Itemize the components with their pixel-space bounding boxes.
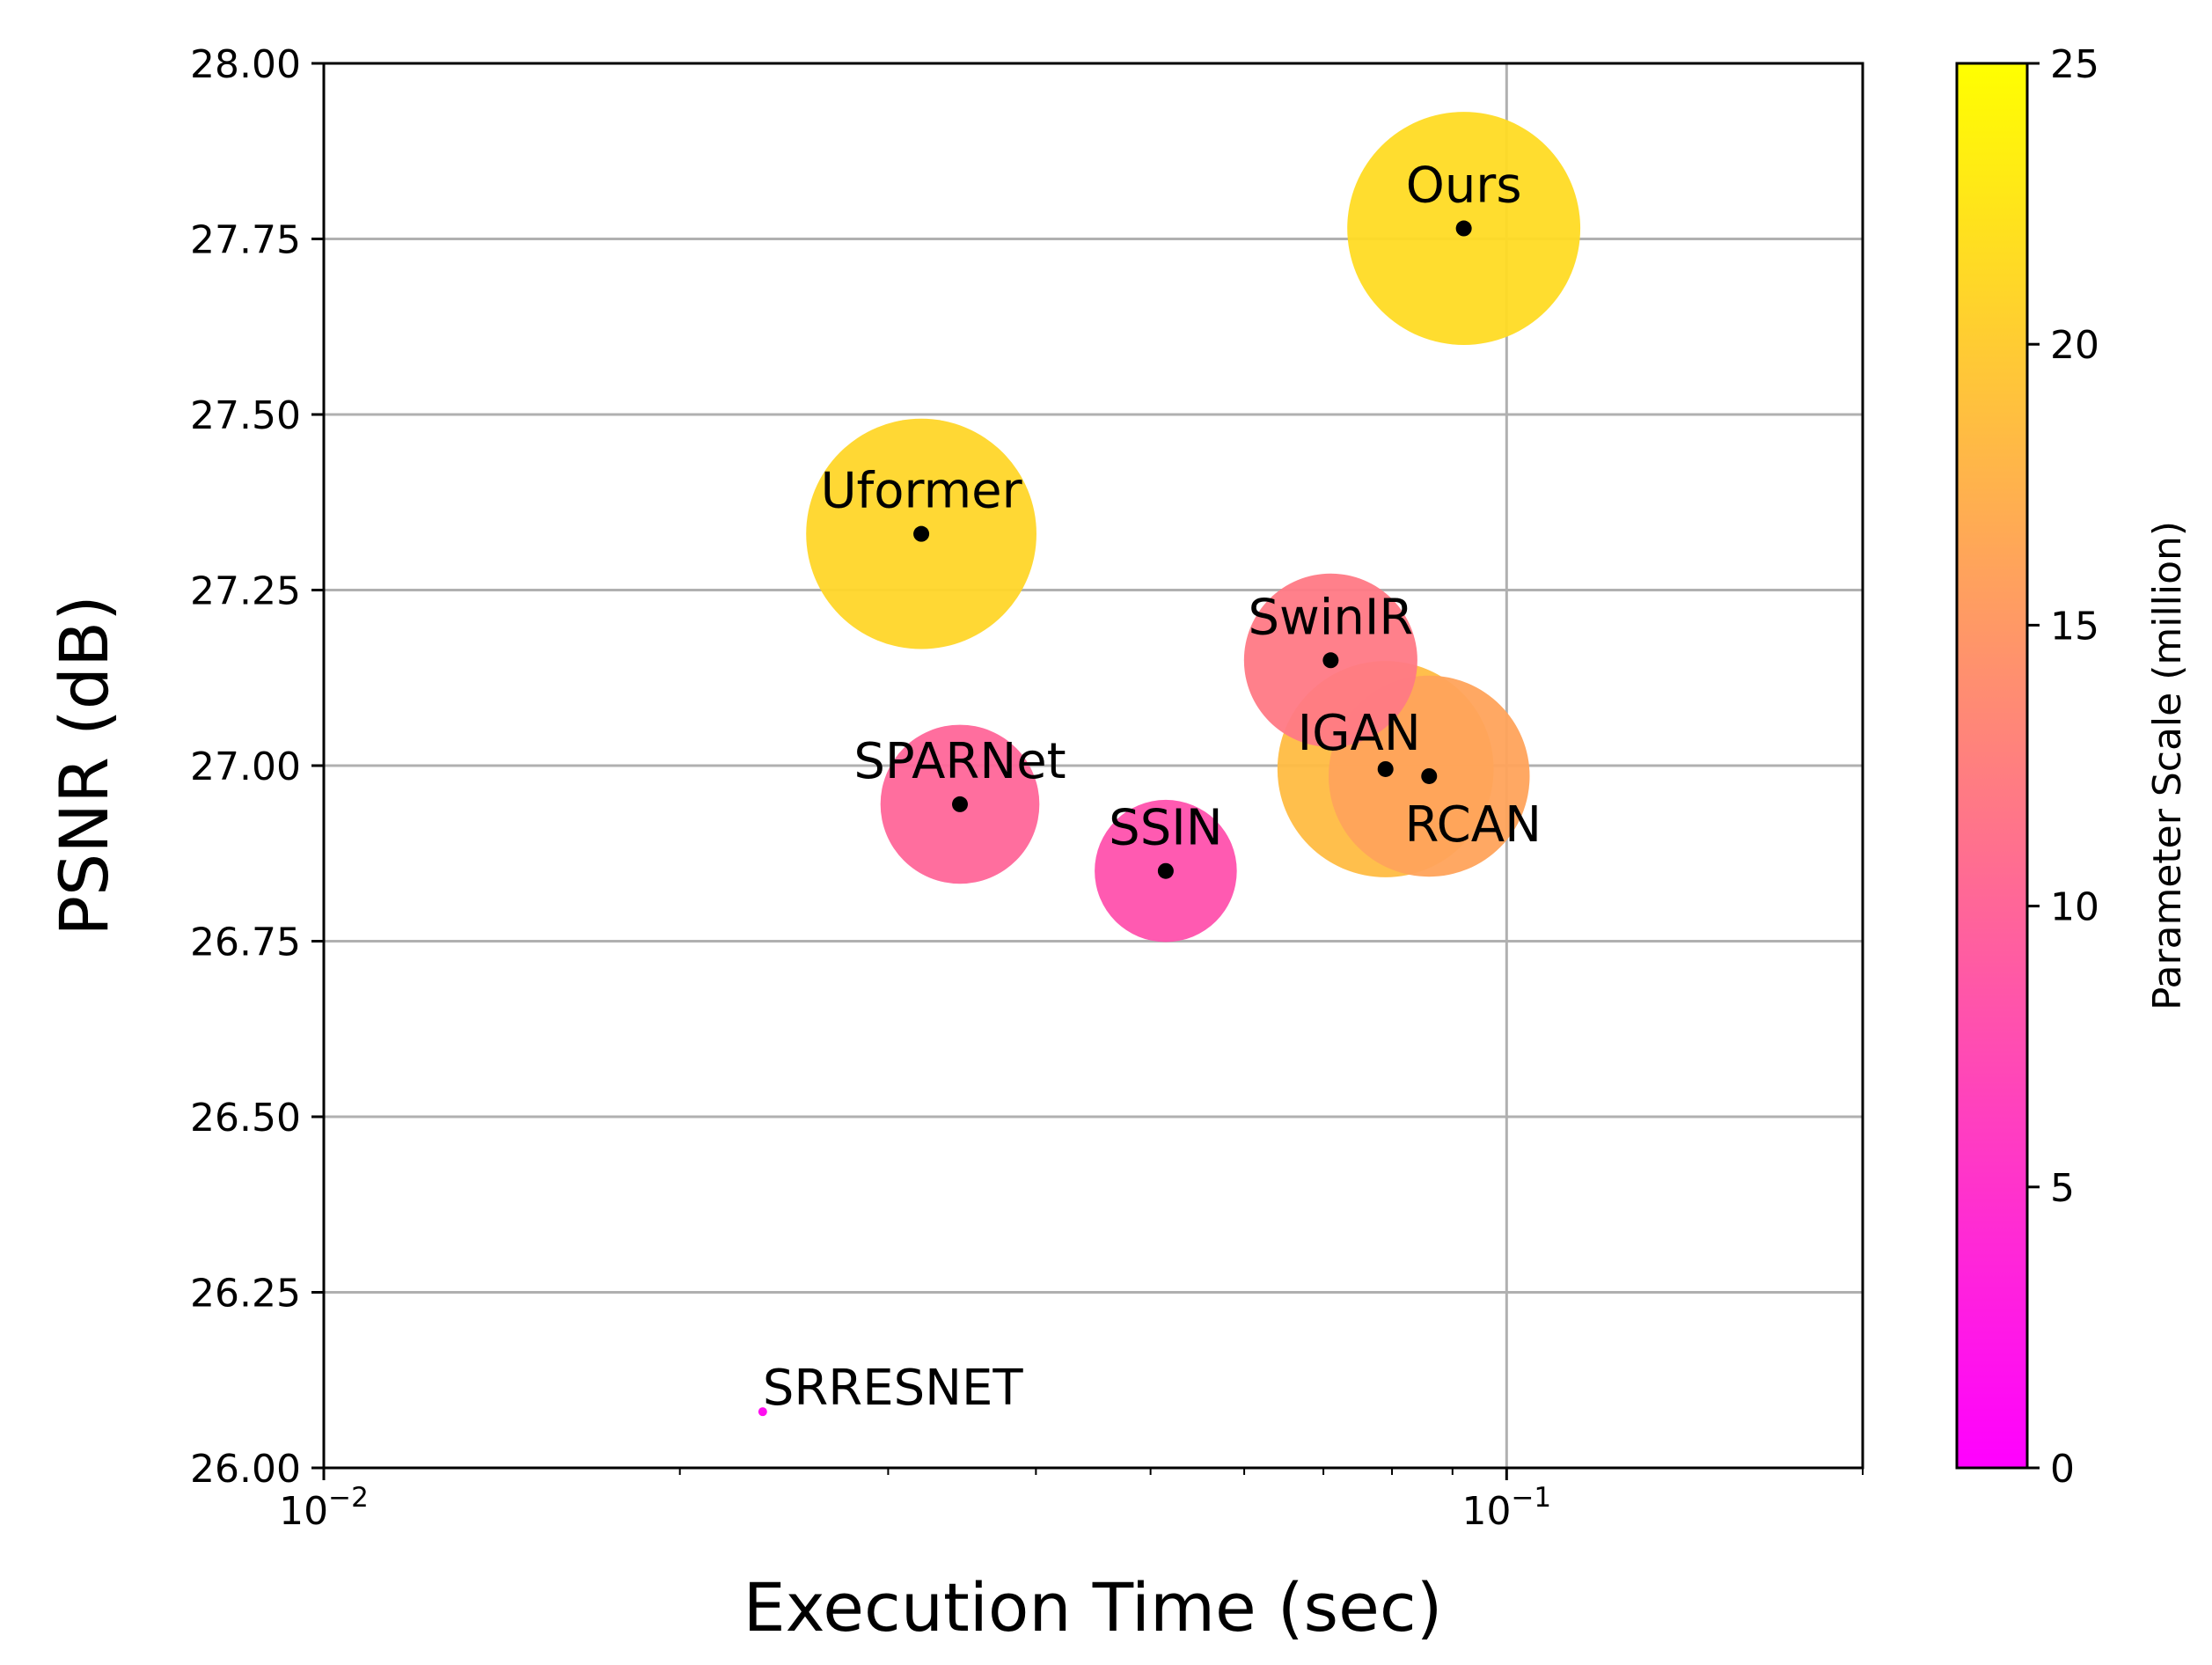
point-label-layer: Ours Uformer SwinIR IGAN RCAN SPARNet SSIN SRRE… <box>763 158 1542 1418</box>
center-dot-swinir <box>1322 652 1339 669</box>
y-tick-label: 26.50 <box>190 1096 301 1141</box>
colorbar-ticks: 0 5 10 15 20 25 <box>2027 42 2099 1492</box>
point-label-rcan: RCAN <box>1405 796 1542 854</box>
y-tick-label: 28.00 <box>190 42 301 87</box>
center-dot-uformer <box>913 525 930 542</box>
y-axis-ticks: 26.00 26.25 26.50 26.75 27.00 27.25 27.50 27.75… <box>190 42 324 1492</box>
x-axis-ticks: 10−2 10−1 <box>279 1468 1864 1534</box>
colorbar-label: Parameter Scale (million) <box>2145 521 2190 1010</box>
point-label-ours: Ours <box>1406 158 1522 215</box>
y-axis-label: PSNR (dB) <box>45 595 123 936</box>
center-dot-ssin <box>1157 862 1174 879</box>
y-tick-label: 26.25 <box>190 1272 301 1317</box>
point-label-igan: IGAN <box>1298 705 1421 762</box>
point-label-sparnet: SPARNet <box>853 733 1066 790</box>
y-tick-label: 27.25 <box>190 569 301 614</box>
colorbar-tick-label: 20 <box>2050 323 2099 368</box>
x-tick-label: 10−1 <box>1461 1482 1551 1534</box>
point-label-ssin: SSIN <box>1109 800 1223 857</box>
x-tick-label: 10−2 <box>279 1482 369 1534</box>
y-tick-label: 27.50 <box>190 393 301 438</box>
center-dot-rcan <box>1421 767 1438 784</box>
colorbar <box>1955 62 2029 1470</box>
center-dot-igan <box>1377 760 1394 777</box>
colorbar-tick-label: 10 <box>2050 885 2099 930</box>
colorbar-tick-label: 5 <box>2050 1166 2075 1211</box>
colorbar-tick-label: 0 <box>2050 1447 2075 1492</box>
colorbar-tick-label: 15 <box>2050 604 2099 649</box>
y-tick-label: 27.75 <box>190 218 301 263</box>
center-dot-sparnet <box>952 796 969 812</box>
y-tick-label: 26.00 <box>190 1447 301 1492</box>
point-label-srresnet: SRRESNET <box>763 1360 1024 1417</box>
y-tick-label: 26.75 <box>190 921 301 965</box>
x-axis-label: Execution Time (sec) <box>743 1568 1443 1647</box>
center-dot-ours <box>1455 220 1472 237</box>
colorbar-tick-label: 25 <box>2050 42 2099 87</box>
y-tick-label: 27.00 <box>190 744 301 789</box>
bubble-srresnet <box>758 1407 767 1417</box>
center-dot-layer <box>913 220 1472 879</box>
point-label-uformer: Uformer <box>821 463 1023 520</box>
point-label-swinir: SwinIR <box>1248 589 1413 646</box>
